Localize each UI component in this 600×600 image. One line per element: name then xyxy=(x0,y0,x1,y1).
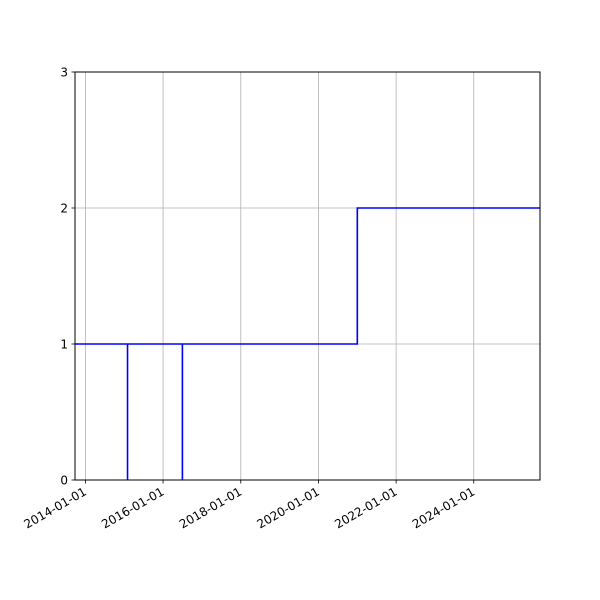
y-tick-label: 0 xyxy=(60,474,68,488)
y-tick-label: 1 xyxy=(60,338,68,352)
plot-area-frame xyxy=(74,71,541,481)
series-layer xyxy=(75,207,540,480)
series-line xyxy=(75,207,540,480)
y-tick-label: 2 xyxy=(60,202,68,216)
y-tick-label: 3 xyxy=(60,66,68,80)
y-axis: 0 1 2 3 xyxy=(60,66,75,488)
